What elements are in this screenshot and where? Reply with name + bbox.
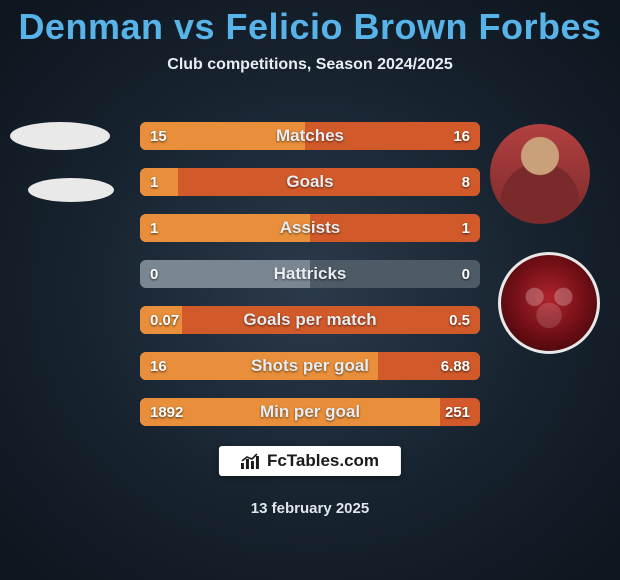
stat-row: Shots per goal16 6.88 — [140, 352, 480, 380]
stat-label: Min per goal — [140, 398, 480, 426]
stat-row: Hattricks0 0 — [140, 260, 480, 288]
brand-text: FcTables.com — [267, 451, 379, 471]
stat-row: Assists1 1 — [140, 214, 480, 242]
stat-row: Goals per match0.07 0.5 — [140, 306, 480, 334]
stat-value-right: 251 — [445, 398, 470, 426]
left-player-placeholder-2 — [28, 178, 114, 202]
stat-label: Shots per goal — [140, 352, 480, 380]
stat-value-right: 1 — [462, 214, 470, 242]
stat-value-right: 6.88 — [441, 352, 470, 380]
stat-value-right: 8 — [462, 168, 470, 196]
left-player-placeholder-1 — [10, 122, 110, 150]
date-text: 13 february 2025 — [0, 500, 620, 517]
stat-label: Assists — [140, 214, 480, 242]
page-title: Denman vs Felicio Brown Forbes — [0, 0, 620, 48]
stat-row: Goals1 8 — [140, 168, 480, 196]
stat-label: Matches — [140, 122, 480, 150]
stat-value-right: 0 — [462, 260, 470, 288]
stat-row: Matches15 16 — [140, 122, 480, 150]
right-player-avatar — [490, 124, 590, 224]
stat-label: Goals — [140, 168, 480, 196]
stat-value-right: 0.5 — [449, 306, 470, 334]
stat-value-left: 16 — [150, 352, 167, 380]
stat-value-right: 16 — [453, 122, 470, 150]
right-club-badge — [498, 252, 600, 354]
brand-chart-icon — [241, 453, 259, 469]
stat-value-left: 1 — [150, 214, 158, 242]
brand-pill[interactable]: FcTables.com — [219, 446, 401, 476]
stat-value-left: 1892 — [150, 398, 183, 426]
stat-value-left: 0.07 — [150, 306, 179, 334]
subtitle: Club competitions, Season 2024/2025 — [0, 56, 620, 74]
stat-row: Min per goal1892 251 — [140, 398, 480, 426]
stat-label: Hattricks — [140, 260, 480, 288]
stat-value-left: 0 — [150, 260, 158, 288]
stat-value-left: 1 — [150, 168, 158, 196]
stat-label: Goals per match — [140, 306, 480, 334]
stat-value-left: 15 — [150, 122, 167, 150]
stats-bars: Matches1516Goals18Assists11Hattricks00Go… — [140, 122, 480, 444]
